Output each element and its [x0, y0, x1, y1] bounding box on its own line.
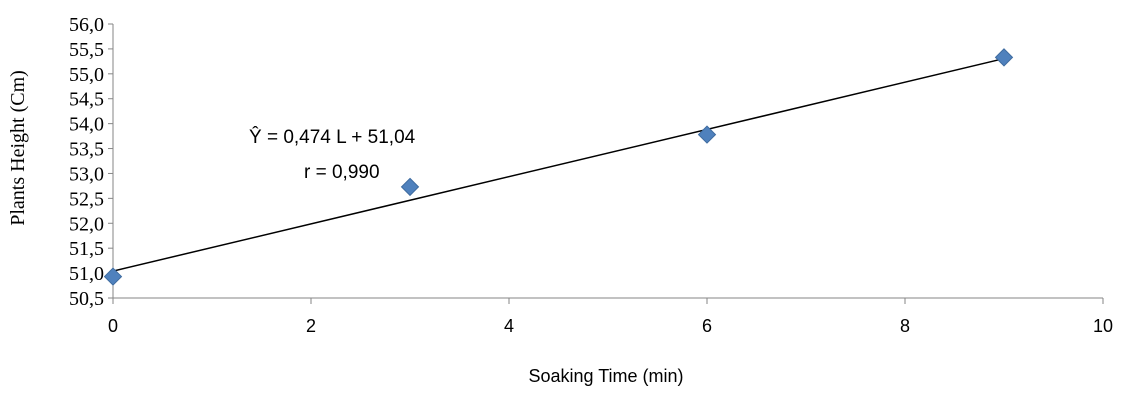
- x-tick-label: 10: [1093, 316, 1113, 336]
- y-tick-label: 50,5: [69, 288, 104, 310]
- y-axis-label: Plants Height (Cm): [7, 70, 29, 226]
- y-tick-label: 51,5: [69, 238, 104, 260]
- x-tick-label: 8: [900, 316, 910, 336]
- trendline-group: [112, 57, 1005, 272]
- tick-labels: 50,5 51,0 51,5 52,0 52,5 53,053,5 54,0 54,5 55,0…: [69, 14, 1113, 336]
- y-tick-label: 51,0: [69, 263, 104, 285]
- y-tick-label: 53,0: [69, 163, 104, 185]
- axes: [108, 23, 1104, 304]
- y-tick-label: 55,0: [69, 64, 104, 86]
- data-point: [697, 125, 717, 144]
- x-axis-label: Soaking Time (min): [528, 366, 683, 386]
- r-value-annotation: r = 0,990: [304, 162, 380, 183]
- y-tick-label: 52,5: [69, 188, 104, 210]
- x-tick-label: 6: [702, 316, 712, 336]
- y-tick-label: 56,0: [69, 14, 104, 36]
- data-points: [103, 48, 1014, 286]
- equation-annotation: Ŷ = 0,474 L + 51,04: [249, 126, 416, 148]
- data-point: [400, 177, 420, 197]
- y-tick-label: 55,5: [69, 39, 104, 61]
- trendline: [112, 57, 1005, 272]
- y-tick-label: 54,0: [69, 114, 104, 136]
- data-point: [103, 267, 123, 286]
- data-point: [994, 48, 1014, 67]
- x-tick-label: 0: [108, 316, 118, 336]
- x-tick-label: 4: [504, 316, 514, 336]
- x-tick-label: 2: [306, 316, 316, 336]
- y-tick-label: 52,0: [69, 213, 104, 235]
- y-tick-label: 53,5: [69, 139, 104, 161]
- y-tick-label: 54,5: [69, 89, 104, 111]
